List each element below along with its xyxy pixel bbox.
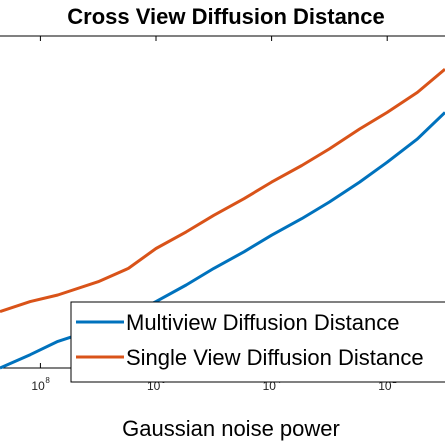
x-axis-label: Gaussian noise power <box>122 416 340 441</box>
x-tick-label: 10 <box>31 379 45 393</box>
series-line-single-view <box>0 68 445 314</box>
legend-box <box>70 301 445 383</box>
legend: Multiview Diffusion Distance Single View… <box>70 301 445 383</box>
chart-title: Cross View Diffusion Distance <box>67 4 384 29</box>
legend-label-single-view: Single View Diffusion Distance <box>126 345 424 370</box>
legend-label-multiview: Multiview Diffusion Distance <box>126 310 399 335</box>
x-tick-label-exponent: 8 <box>45 376 50 385</box>
